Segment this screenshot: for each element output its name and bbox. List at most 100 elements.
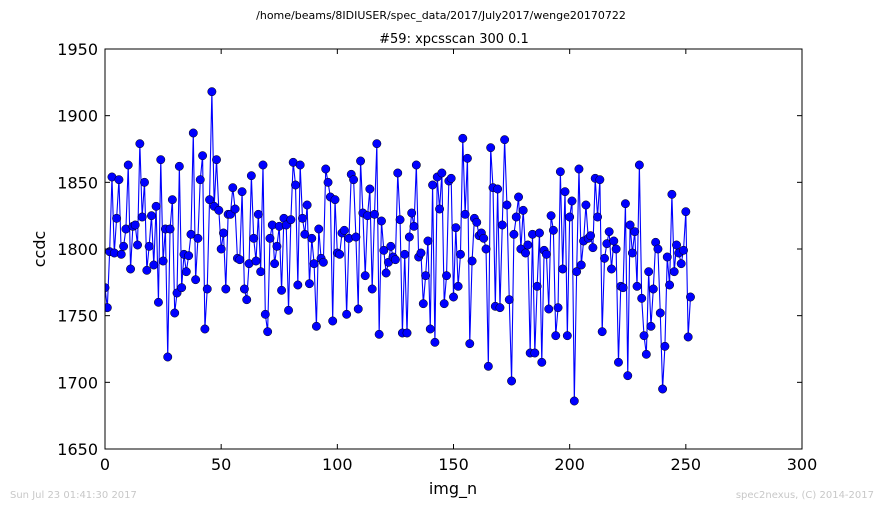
data-point: [239, 284, 249, 294]
data-point: [627, 248, 637, 258]
y-tick-label: 1950: [57, 40, 98, 59]
data-point: [423, 236, 433, 246]
data-point: [667, 189, 677, 199]
data-point: [339, 225, 349, 235]
data-point: [298, 213, 307, 223]
data-point: [669, 267, 679, 277]
data-point: [188, 128, 198, 138]
data-point: [137, 212, 147, 222]
data-point: [653, 244, 663, 254]
data-point: [151, 201, 161, 211]
data-point: [514, 192, 523, 202]
data-point: [467, 256, 477, 266]
data-point: [620, 199, 630, 209]
data-point: [381, 268, 391, 278]
data-point: [149, 260, 159, 270]
data-point: [170, 308, 180, 318]
data-point: [500, 135, 510, 145]
chart-title: #59: xpcsscan 300 0.1: [379, 32, 529, 47]
y-tick-label: 1650: [57, 440, 98, 459]
data-point: [246, 171, 256, 181]
data-point: [193, 233, 203, 243]
data-point: [184, 251, 194, 261]
data-point: [428, 180, 438, 190]
data-point: [174, 161, 184, 171]
data-point: [411, 160, 421, 170]
data-point: [126, 264, 136, 274]
data-point: [486, 143, 496, 153]
data-point: [630, 227, 640, 237]
series-group: [105, 87, 695, 406]
data-point: [655, 308, 665, 318]
data-point: [277, 285, 287, 295]
data-point: [309, 259, 319, 269]
data-point: [574, 164, 584, 174]
data-point: [253, 209, 263, 219]
data-point: [607, 264, 616, 274]
data-point: [181, 267, 191, 277]
data-point: [683, 332, 693, 342]
data-point: [535, 228, 544, 238]
data-point: [404, 232, 414, 242]
data-point: [435, 204, 445, 214]
file-path: /home/beams/8IDIUSER/spec_data/2017/July…: [256, 9, 626, 22]
data-point: [202, 284, 212, 294]
data-point: [291, 180, 300, 190]
x-tick-label: 300: [787, 455, 818, 474]
data-point: [465, 339, 475, 349]
data-point: [551, 331, 561, 341]
data-point: [330, 195, 340, 205]
data-point: [676, 259, 686, 269]
data-point: [230, 204, 240, 214]
data-point: [307, 233, 317, 243]
data-point: [537, 357, 547, 367]
data-point: [153, 297, 163, 307]
data-point: [641, 349, 651, 359]
data-point: [144, 241, 154, 251]
data-point: [377, 216, 386, 226]
data-point: [105, 303, 112, 313]
data-point: [586, 231, 596, 241]
y-axis: 1650 1700 1750 1800 1850 1900 1950: [57, 40, 802, 459]
data-point: [314, 224, 324, 234]
data-point: [351, 232, 361, 242]
data-point: [562, 331, 572, 341]
data-point: [198, 151, 208, 161]
data-point: [614, 357, 623, 367]
data-point: [567, 196, 577, 206]
data-point: [451, 223, 461, 233]
data-point: [284, 305, 293, 315]
data-point: [374, 329, 384, 339]
data-point: [541, 249, 551, 259]
y-tick-label: 1850: [57, 173, 98, 192]
data-point: [200, 324, 210, 334]
data-point: [460, 209, 470, 219]
data-point: [581, 200, 591, 210]
x-tick-label: 50: [211, 455, 231, 474]
data-point: [409, 221, 419, 231]
data-point: [219, 228, 228, 238]
data-point: [214, 205, 224, 215]
data-point: [163, 352, 173, 362]
data-point: [158, 256, 168, 266]
data-point: [588, 243, 598, 253]
data-point: [367, 284, 377, 294]
footer-credit: spec2nexus, (C) 2014-2017: [736, 490, 874, 501]
data-point: [600, 253, 609, 263]
data-point: [632, 281, 642, 291]
data-point: [365, 184, 375, 194]
data-point: [263, 327, 273, 337]
data-point: [523, 240, 533, 250]
data-point: [560, 187, 570, 197]
data-point: [123, 160, 133, 170]
data-point: [260, 309, 270, 319]
data-point: [662, 252, 672, 262]
data-point: [221, 284, 231, 294]
data-point: [265, 233, 275, 243]
data-point: [228, 183, 238, 193]
data-point: [140, 177, 149, 187]
data-point: [565, 212, 575, 222]
data-point: [167, 195, 177, 205]
data-point: [453, 281, 463, 291]
